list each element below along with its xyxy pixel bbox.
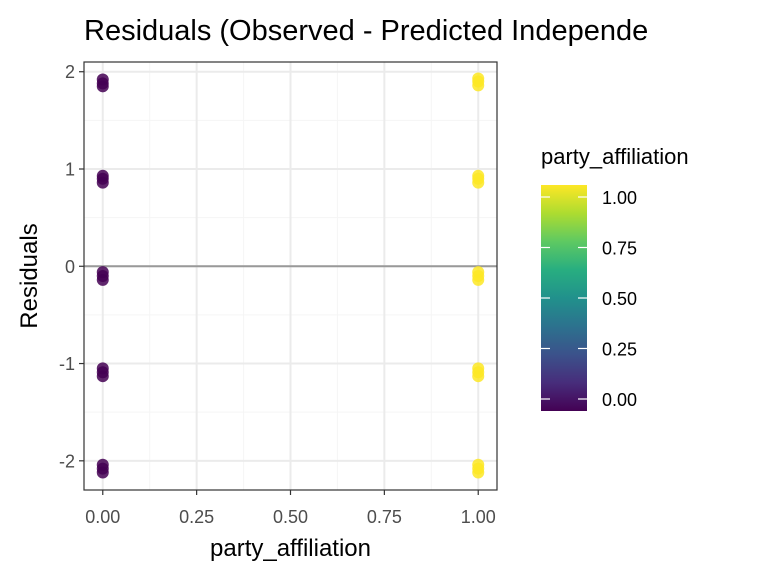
x-axis: 0.00 0.25 0.50 0.75 1.00: [85, 490, 496, 527]
grid: [84, 62, 497, 490]
legend-ticks: 0.00 0.25 0.50 0.75 1.00: [541, 188, 637, 410]
data-point: [472, 362, 485, 375]
y-axis: -2 -1 0 1 2: [59, 62, 84, 471]
x-tick-label: 0.25: [179, 507, 214, 527]
x-tick-label: 0.00: [85, 507, 120, 527]
y-axis-label: Residuals: [16, 223, 43, 328]
legend-tick-label: 0.25: [602, 340, 637, 360]
y-tick-label: 2: [65, 62, 75, 82]
data-point: [96, 169, 109, 182]
legend-tick-label: 0.50: [602, 289, 637, 309]
legend-tick-label: 1.00: [602, 188, 637, 208]
x-tick-label: 0.50: [273, 507, 308, 527]
points-layer: [96, 72, 485, 479]
legend-tick-label: 0.75: [602, 239, 637, 259]
data-point: [472, 169, 485, 182]
data-point: [472, 266, 485, 279]
y-tick-label: -1: [59, 354, 75, 374]
legend-title: party_affiliation: [541, 144, 689, 169]
x-axis-label: party_affiliation: [210, 535, 371, 562]
data-point: [96, 362, 109, 375]
x-tick-label: 0.75: [367, 507, 402, 527]
data-point: [472, 458, 485, 471]
chart-title: Residuals (Observed - Predicted Independ…: [84, 15, 648, 47]
y-tick-label: 1: [65, 160, 75, 180]
data-point: [96, 458, 109, 471]
data-point: [96, 266, 109, 279]
color-legend: party_affiliation 0.00 0.25 0.50 0.75 1.00: [541, 144, 689, 411]
data-point: [96, 73, 109, 86]
x-tick-label: 1.00: [461, 507, 496, 527]
data-point: [472, 72, 485, 85]
legend-tick-label: 0.00: [602, 390, 637, 410]
y-tick-label: 0: [65, 257, 75, 277]
y-tick-label: -2: [59, 451, 75, 471]
